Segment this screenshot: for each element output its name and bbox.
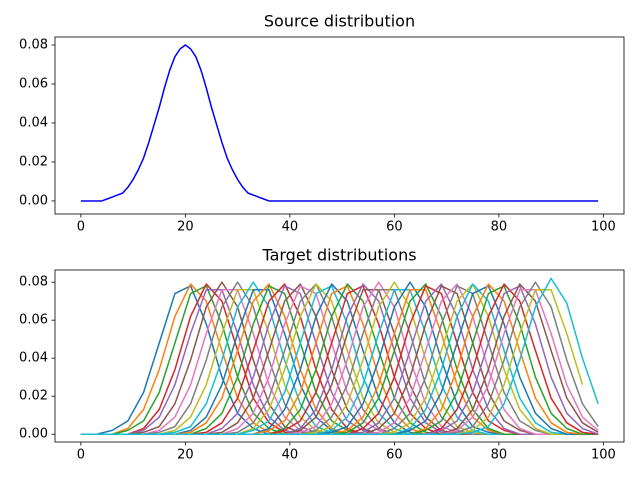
x-tick-label: 100 xyxy=(591,220,616,235)
y-tick-label: 0.02 xyxy=(19,154,48,169)
x-tick-label: 20 xyxy=(177,448,194,463)
y-tick-label: 0.04 xyxy=(19,115,48,130)
x-tick-label: 40 xyxy=(282,448,299,463)
y-tick-label: 0.00 xyxy=(19,193,48,208)
x-tick-label: 100 xyxy=(591,448,616,463)
x-tick-label: 60 xyxy=(386,448,403,463)
y-tick-label: 0.06 xyxy=(19,76,48,91)
plot-area xyxy=(80,44,599,202)
chart-title: Target distributions xyxy=(261,246,416,265)
x-tick-label: 60 xyxy=(386,220,403,235)
x-tick-label: 20 xyxy=(177,220,194,235)
x-tick-label: 0 xyxy=(77,448,85,463)
y-tick-label: 0.00 xyxy=(19,427,48,442)
x-tick-label: 80 xyxy=(491,220,508,235)
y-tick-label: 0.08 xyxy=(19,275,48,290)
axes-frame xyxy=(54,36,625,215)
y-tick-label: 0.04 xyxy=(19,351,48,366)
y-tick-label: 0.06 xyxy=(19,313,48,328)
data-line xyxy=(80,44,599,202)
chart-title: Source distribution xyxy=(264,12,415,31)
x-tick-label: 80 xyxy=(491,448,508,463)
data-line xyxy=(80,277,599,435)
axes-frame xyxy=(54,269,625,443)
x-tick-label: 40 xyxy=(282,220,299,235)
y-tick-label: 0.02 xyxy=(19,389,48,404)
y-tick-label: 0.08 xyxy=(19,37,48,52)
x-tick-label: 0 xyxy=(77,220,85,235)
plot-area xyxy=(80,277,599,435)
